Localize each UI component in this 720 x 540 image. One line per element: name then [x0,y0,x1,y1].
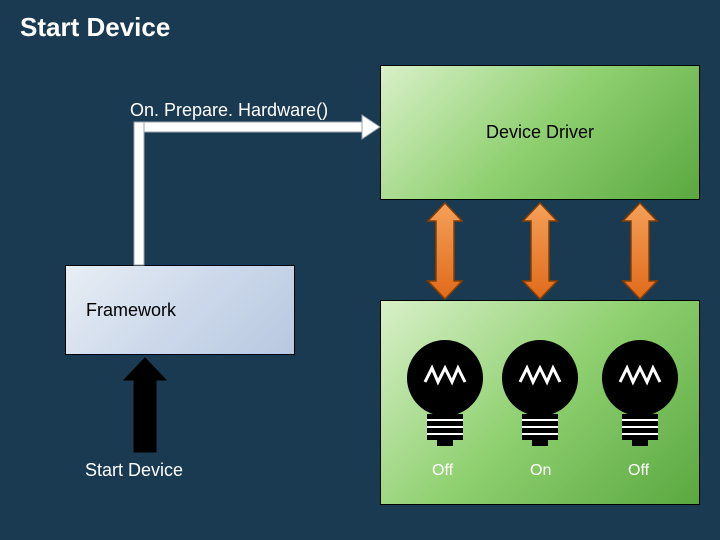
orange-arrow-3 [623,203,657,299]
connector-elbow [134,115,380,265]
orange-arrow-2 [523,203,557,299]
bulb-3-label: Off [628,462,649,480]
method-label: On. Prepare. Hardware() [130,100,328,121]
start-device-label: Start Device [85,460,183,481]
framework-box: Framework [65,265,295,355]
orange-arrow-1 [428,203,462,299]
bulb-2-label: On [530,462,551,480]
device-driver-label: Device Driver [486,122,594,143]
framework-label: Framework [86,300,176,321]
bulb-1-label: Off [432,462,453,480]
device-driver-box: Device Driver [380,65,700,200]
up-arrow [124,358,166,452]
page-title: Start Device [20,12,170,43]
